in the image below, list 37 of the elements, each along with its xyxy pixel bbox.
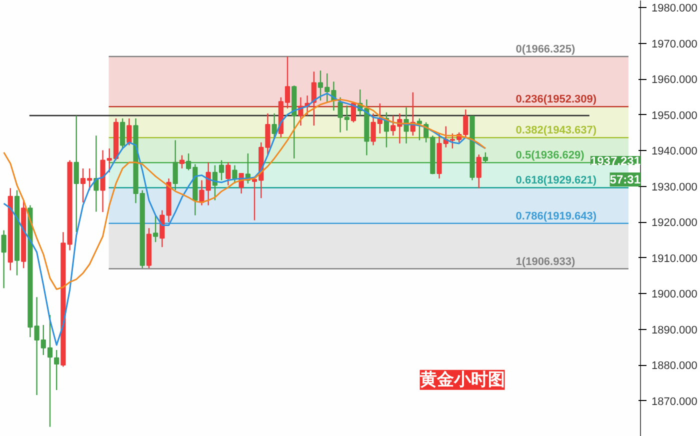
annotation: 1937.231: [590, 154, 641, 168]
candlestick: [74, 114, 79, 233]
y-tick-label: 1870.000: [652, 396, 698, 408]
y-tick-label: 1900.000: [652, 288, 698, 301]
ref-line-label: 0.236(1952.309): [516, 94, 597, 106]
candlestick: [226, 162, 231, 186]
y-tick-label: 1920.000: [652, 217, 698, 230]
candlestick: [179, 154, 184, 170]
y-tick-label: 1980.000: [652, 2, 698, 15]
candlestick: [272, 112, 277, 140]
y-tick-label: 1910.000: [652, 252, 698, 265]
y-tick-label: 1970.000: [652, 38, 698, 50]
ref-line-label: 0(1966.325): [516, 44, 576, 56]
candlestick: [232, 164, 238, 184]
ref-line-label: 1(1906.933): [516, 256, 576, 268]
y-tick-label: 1960.000: [652, 74, 698, 86]
ref-line-label: 0.618(1929.621): [516, 174, 597, 187]
candlestick: [120, 118, 126, 150]
y-tick-label: 1930.000: [652, 181, 698, 194]
ref-line-label: 0.5(1936.629): [516, 150, 585, 162]
y-tick-label: 1880.000: [652, 360, 698, 372]
y-tick-label: 1890.000: [652, 324, 698, 336]
candlestick: [153, 214, 158, 243]
candlestick: [54, 349, 60, 391]
candlestick: [416, 118, 422, 141]
y-tick-label: 1940.000: [652, 146, 698, 158]
candlestick: [172, 140, 178, 191]
candlestick: [126, 118, 132, 146]
y-tick-label: 1950.000: [652, 110, 698, 122]
text: 黄金小时图: [418, 370, 505, 390]
candlestick: [476, 154, 482, 189]
candlestick: [482, 152, 488, 163]
ref-line-label: 0.382(1943.637): [516, 124, 597, 137]
annotation: 57:31: [610, 172, 641, 186]
candlestick: [1, 230, 6, 289]
ref-line-label: 0.786(1919.643): [516, 210, 597, 222]
candlestick: [311, 71, 316, 126]
